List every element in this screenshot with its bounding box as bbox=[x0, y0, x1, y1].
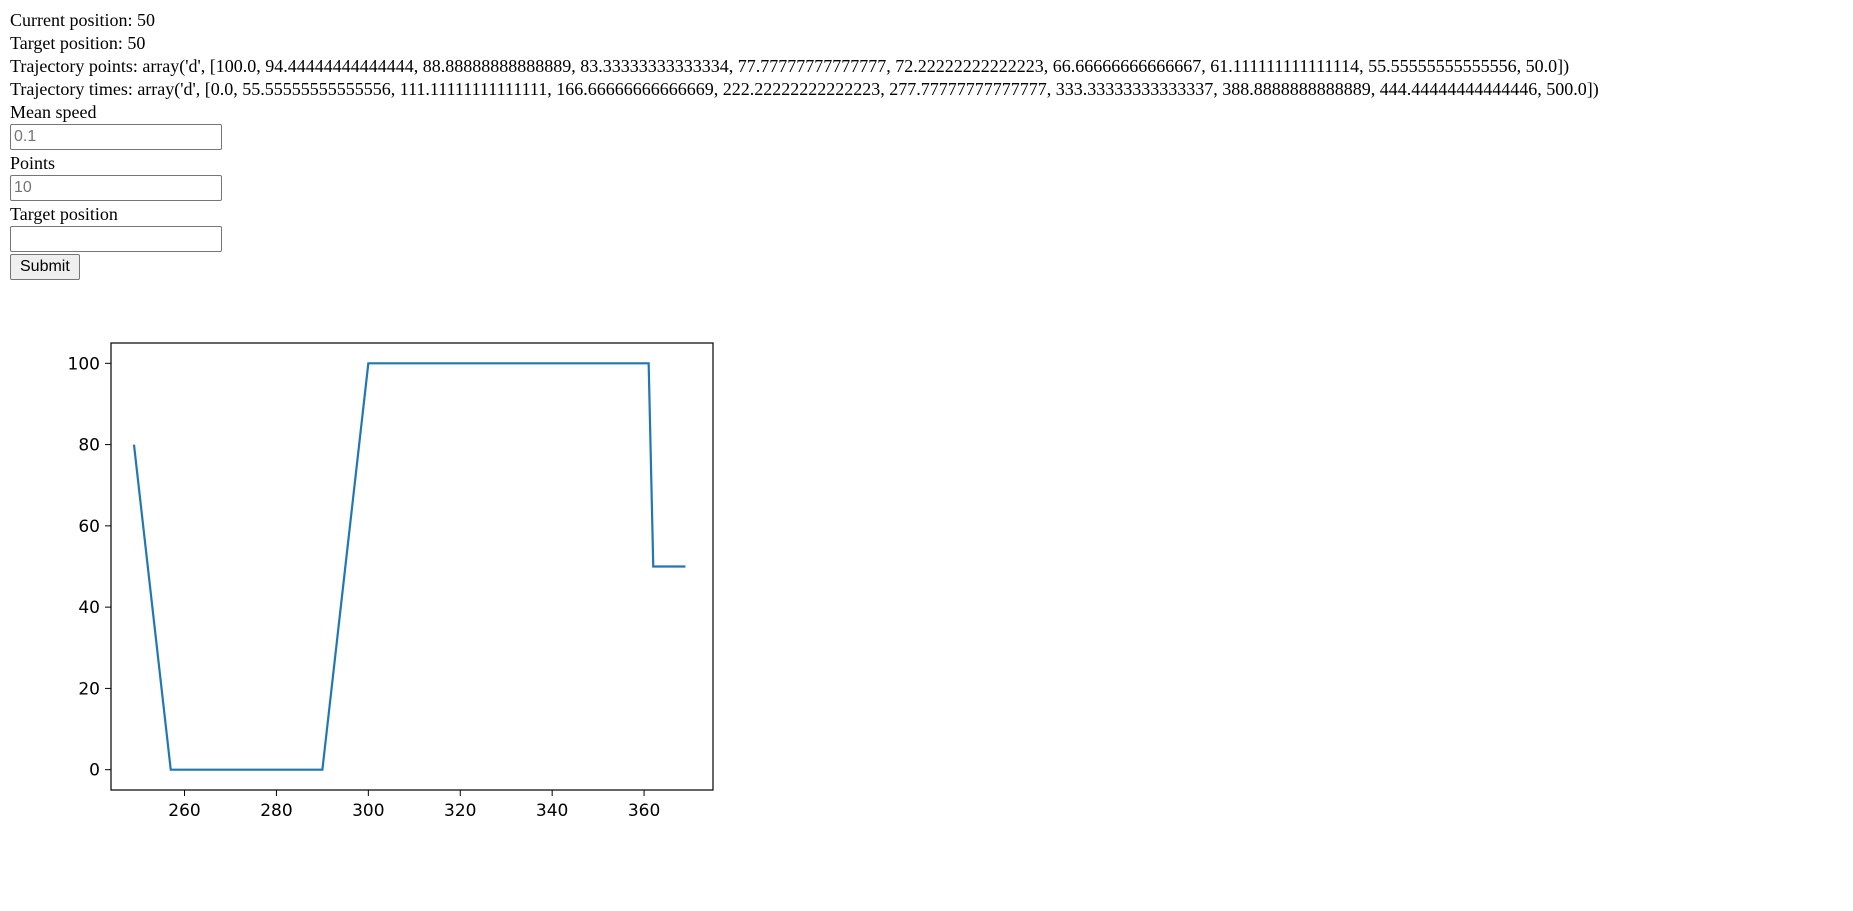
y-axis: 0 20 40 60 80 100 bbox=[68, 354, 111, 781]
points-label: Points bbox=[10, 153, 56, 173]
trajectory-chart: 260 280 300 320 340 360 0 20 40 60 80 100 bbox=[68, 342, 714, 821]
mean-speed-input[interactable] bbox=[10, 124, 222, 150]
points-input[interactable] bbox=[10, 175, 222, 201]
trajectory-times-text: Trajectory times: array('d', [0.0, 55.55… bbox=[10, 79, 1599, 99]
y-tick-label: 100 bbox=[68, 354, 100, 374]
y-tick-label: 80 bbox=[78, 436, 100, 456]
x-tick-label: 280 bbox=[260, 801, 292, 821]
plot-frame bbox=[110, 342, 714, 791]
x-tick-label: 360 bbox=[628, 801, 660, 821]
trajectory-line bbox=[132, 362, 686, 771]
mean-speed-label: Mean speed bbox=[10, 102, 97, 122]
trajectory-form: Mean speed Points Target position Submit bbox=[10, 101, 1853, 280]
x-tick-label: 340 bbox=[536, 801, 568, 821]
x-tick-label: 320 bbox=[444, 801, 476, 821]
x-tick-label: 260 bbox=[168, 801, 200, 821]
x-axis: 260 280 300 320 340 360 bbox=[168, 790, 660, 821]
submit-button[interactable]: Submit bbox=[10, 254, 80, 280]
current-position-text: Current position: 50 bbox=[10, 10, 155, 30]
y-tick-label: 40 bbox=[78, 598, 100, 618]
target-position-text: Target position: 50 bbox=[10, 33, 146, 53]
target-position-label: Target position bbox=[10, 204, 118, 224]
main-content: Current position: 50 Target position: 50… bbox=[10, 9, 1853, 280]
x-tick-label: 300 bbox=[352, 801, 384, 821]
y-tick-label: 20 bbox=[78, 679, 100, 699]
target-position-input[interactable] bbox=[10, 226, 222, 252]
y-tick-label: 60 bbox=[78, 517, 100, 537]
trajectory-points-text: Trajectory points: array('d', [100.0, 94… bbox=[10, 56, 1570, 76]
y-tick-label: 0 bbox=[89, 761, 100, 781]
